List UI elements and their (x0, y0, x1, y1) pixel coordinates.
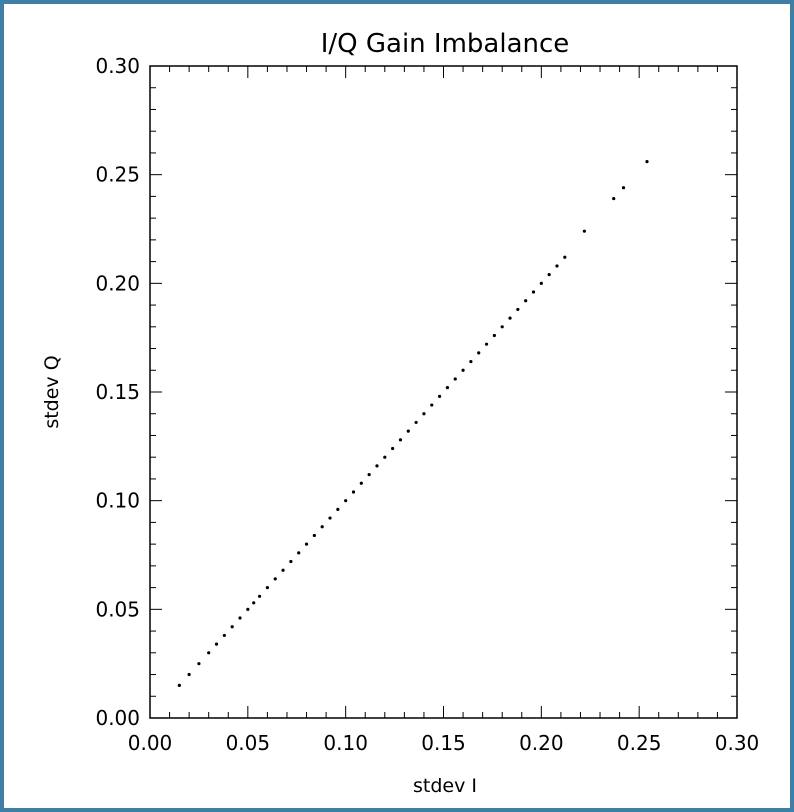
data-point (555, 264, 559, 268)
y-tick-label: 0.10 (95, 489, 140, 513)
x-tick-labels: 0.00 0.05 0.10 0.15 0.20 0.25 0.30 (128, 731, 760, 755)
data-point (391, 446, 395, 451)
data-point (312, 533, 316, 538)
data-point (461, 368, 465, 372)
x-tick-label: 0.05 (226, 731, 271, 755)
data-point (273, 577, 277, 581)
plot-area (149, 65, 738, 719)
y-tick-label: 0.25 (95, 163, 140, 187)
x-tick-label: 0.25 (617, 731, 662, 755)
x-tick-label: 0.30 (715, 731, 760, 755)
data-point (265, 586, 269, 590)
data-point (281, 568, 285, 572)
data-points (177, 160, 649, 688)
data-point (453, 377, 457, 381)
y-tick-label: 0.05 (95, 597, 140, 621)
data-point (508, 316, 512, 320)
data-point (238, 616, 242, 620)
data-point (406, 429, 410, 433)
data-point (437, 394, 442, 398)
data-point (344, 499, 348, 503)
data-point (230, 625, 234, 629)
data-point (187, 672, 191, 677)
y-tick-labels: 0.00 0.05 0.10 0.15 0.20 0.25 0.30 (95, 54, 140, 730)
x-tick-label: 0.10 (323, 731, 368, 755)
y-tick-label: 0.15 (95, 380, 140, 404)
axis-ticks (149, 65, 738, 719)
data-point (477, 351, 481, 355)
data-point (469, 359, 473, 364)
data-point (197, 662, 201, 666)
chart-title: I/Q Gain Imbalance (321, 29, 570, 59)
data-point (257, 594, 262, 598)
data-point (320, 525, 324, 529)
data-point (214, 642, 219, 646)
data-point (252, 601, 256, 605)
y-tick-label: 0.30 (95, 54, 140, 78)
data-point (414, 420, 418, 425)
data-point (645, 160, 649, 164)
x-tick-label: 0.15 (421, 731, 466, 755)
data-point (500, 325, 504, 329)
data-point (289, 559, 293, 564)
data-point (336, 507, 340, 511)
data-point (328, 516, 332, 520)
data-point (445, 386, 450, 390)
data-point (177, 683, 181, 688)
data-point (351, 490, 356, 494)
y-tick-label: 0.00 (95, 706, 140, 730)
data-point (383, 455, 387, 459)
data-point (539, 281, 543, 285)
data-point (563, 255, 567, 259)
data-point (246, 607, 250, 611)
data-point (422, 412, 426, 416)
data-point (222, 633, 226, 638)
data-point (524, 299, 528, 303)
data-point (375, 464, 379, 468)
data-point (359, 481, 363, 485)
data-point (516, 307, 520, 312)
data-point (304, 542, 309, 546)
data-point (398, 438, 403, 442)
data-point (582, 229, 586, 233)
data-point (621, 186, 626, 190)
y-tick-label: 0.20 (95, 271, 140, 295)
data-point (492, 333, 496, 338)
x-tick-label: 0.00 (128, 731, 173, 755)
data-point (207, 651, 211, 655)
x-tick-label: 0.20 (519, 731, 564, 755)
data-point (367, 472, 371, 477)
data-point (612, 196, 616, 201)
x-axis-title: stdev I (413, 775, 477, 797)
y-axis-title: stdev Q (41, 355, 63, 428)
data-point (547, 273, 551, 277)
data-point (297, 551, 301, 555)
data-point (484, 342, 489, 346)
data-point (430, 403, 434, 407)
data-point (531, 290, 536, 294)
